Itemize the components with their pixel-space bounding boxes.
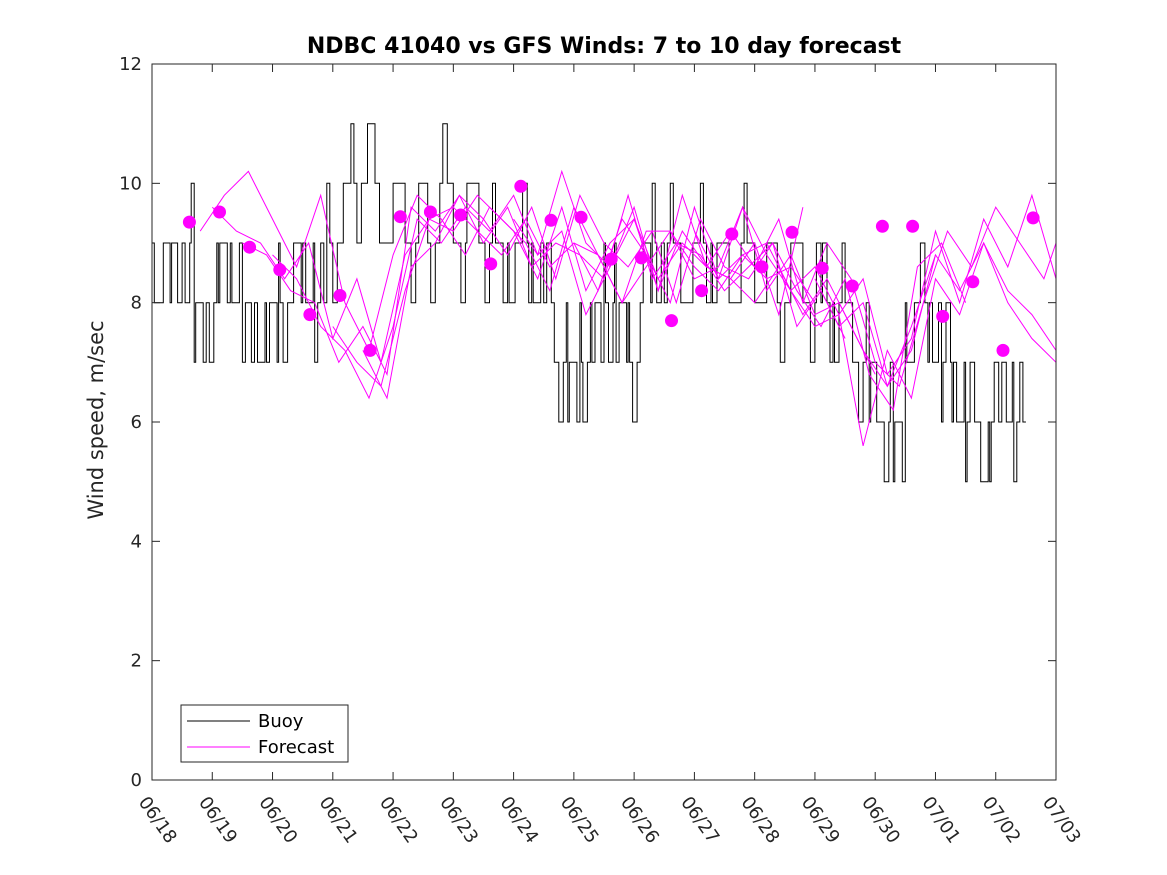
- legend-buoy-label: Buoy: [258, 711, 304, 732]
- forecast-marker: [1026, 211, 1040, 225]
- forecast-marker: [363, 343, 377, 357]
- forecast-marker: [273, 263, 287, 277]
- y-tick-label: 10: [119, 173, 142, 194]
- y-tick-label: 6: [131, 412, 142, 433]
- legend-forecast-label: Forecast: [258, 737, 334, 758]
- forecast-marker: [393, 210, 407, 224]
- plot-area: [151, 63, 1057, 781]
- y-axis-label: Wind speed, m/sec: [84, 320, 108, 519]
- forecast-marker: [755, 260, 769, 274]
- forecast-marker: [665, 314, 678, 328]
- forecast-marker: [303, 308, 317, 322]
- forecast-marker: [213, 205, 226, 219]
- series-layer: [152, 123, 1056, 483]
- forecast-line-9: [693, 193, 1056, 376]
- forecast-marker: [604, 252, 618, 266]
- forecast-line-3: [242, 193, 846, 376]
- y-tick-label: 8: [131, 293, 142, 314]
- forecast-line-10: [814, 241, 1056, 388]
- forecast-marker: [484, 257, 498, 271]
- buoy-series-line: [152, 123, 1026, 483]
- forecast-marker: [544, 213, 558, 227]
- y-tick-label: 2: [131, 651, 142, 672]
- forecast-marker: [936, 309, 950, 323]
- forecast-marker: [966, 275, 980, 289]
- forecast-marker: [454, 208, 468, 222]
- forecast-line-5: [332, 194, 936, 388]
- y-tick-label: 0: [131, 770, 142, 791]
- forecast-marker: [695, 284, 709, 298]
- y-axis-ticks: 0 2 4 6 8 10 12: [119, 54, 1056, 791]
- forecast-line-8: [573, 205, 1056, 447]
- forecast-marker: [815, 261, 829, 275]
- y-tick-label: 12: [119, 54, 142, 75]
- forecast-marker: [906, 219, 920, 233]
- forecast-marker: [634, 251, 648, 265]
- axes-background: [152, 64, 1056, 780]
- forecast-line-4: [272, 194, 876, 400]
- forecast-line-2: [211, 206, 816, 363]
- forecast-marker: [785, 225, 799, 239]
- forecast-marker: [514, 179, 528, 193]
- forecast-marker: [574, 210, 588, 224]
- y-tick-label: 4: [131, 531, 142, 552]
- forecast-marker: [423, 205, 437, 219]
- legend: Buoy Forecast: [180, 704, 349, 763]
- forecast-marker: [845, 279, 859, 293]
- forecast-marker: [875, 219, 889, 233]
- forecast-marker: [333, 289, 347, 302]
- forecast-marker: [725, 227, 739, 241]
- forecast-marker: [243, 240, 257, 254]
- forecast-marker: [996, 343, 1010, 357]
- forecast-marker: [182, 215, 196, 229]
- chart-title: NDBC 41040 vs GFS Winds: 7 to 10 day for…: [307, 34, 902, 59]
- legend-box: [180, 704, 349, 763]
